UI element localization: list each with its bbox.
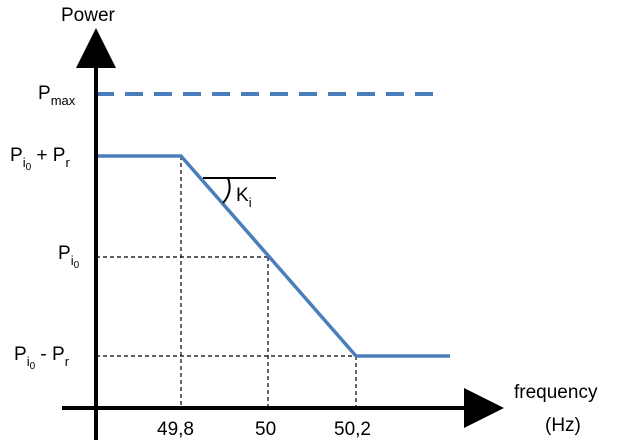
x-axis-label: frequency (514, 382, 598, 403)
x-tick-label-50-2: 50,2 (334, 419, 371, 440)
droop-curve (96, 154, 450, 358)
x-axis-unit-label: (Hz) (545, 415, 581, 436)
y-label-pi0-plus-pr: Pi0 + Pr (10, 145, 70, 173)
y-axis-label: Power (61, 5, 115, 26)
slope-angle-arc (222, 177, 231, 204)
slope-label-ki: Ki (236, 185, 252, 210)
x-tick-label-49-8: 49,8 (157, 419, 194, 440)
y-label-pmax: Pmax (38, 83, 76, 108)
y-label-pi0: Pi0 (58, 243, 80, 271)
x-tick-label-50: 50 (255, 419, 277, 440)
y-label-pi0-minus-pr: Pi0 - Pr (14, 344, 70, 372)
